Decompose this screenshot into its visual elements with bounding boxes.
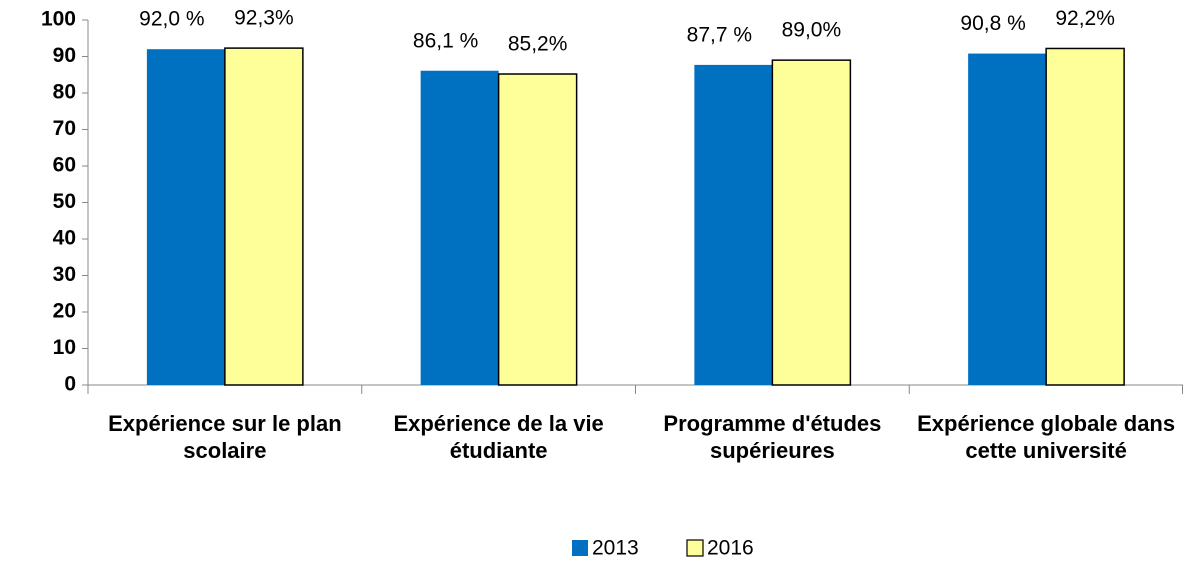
y-tick-label: 60	[53, 154, 76, 177]
y-tick-label: 70	[53, 117, 76, 140]
bar	[694, 64, 773, 386]
y-tick-label: 50	[53, 190, 76, 213]
legend-label: 2016	[707, 537, 754, 560]
bar	[224, 47, 304, 386]
x-tick-label: Programme d'études supérieures	[663, 411, 882, 463]
value-label: 92,3%	[234, 7, 294, 30]
legend-label: 2013	[592, 537, 639, 560]
value-label: 92,2%	[1055, 7, 1115, 30]
y-tick-label: 10	[53, 336, 76, 359]
value-label: 90,8 %	[960, 12, 1025, 35]
y-tick-label: 90	[53, 44, 76, 67]
bar	[771, 59, 852, 386]
bar	[420, 70, 499, 386]
y-tick-label: 0	[64, 373, 76, 396]
x-tick-label: Expérience sur le plan scolaire	[108, 411, 342, 463]
bar	[1045, 47, 1125, 386]
y-tick-label: 100	[41, 8, 76, 31]
y-tick-label: 30	[53, 263, 76, 286]
y-tick-label: 40	[53, 227, 76, 250]
x-tick-label: Expérience de la vie étudiante	[393, 411, 604, 463]
value-label: 89,0%	[782, 19, 842, 42]
y-tick-label: 20	[53, 300, 76, 323]
value-label: 85,2%	[508, 33, 568, 56]
x-tick-label: Expérience globale dans cette université	[917, 411, 1176, 463]
y-tick-label: 80	[53, 81, 76, 104]
legend-swatch	[572, 540, 588, 556]
value-label: 87,7 %	[687, 23, 752, 46]
bar	[146, 49, 225, 385]
bar	[968, 53, 1047, 385]
value-label: 92,0 %	[139, 8, 204, 31]
legend-swatch	[686, 539, 704, 557]
value-label: 86,1 %	[413, 29, 478, 52]
bar	[497, 73, 578, 386]
